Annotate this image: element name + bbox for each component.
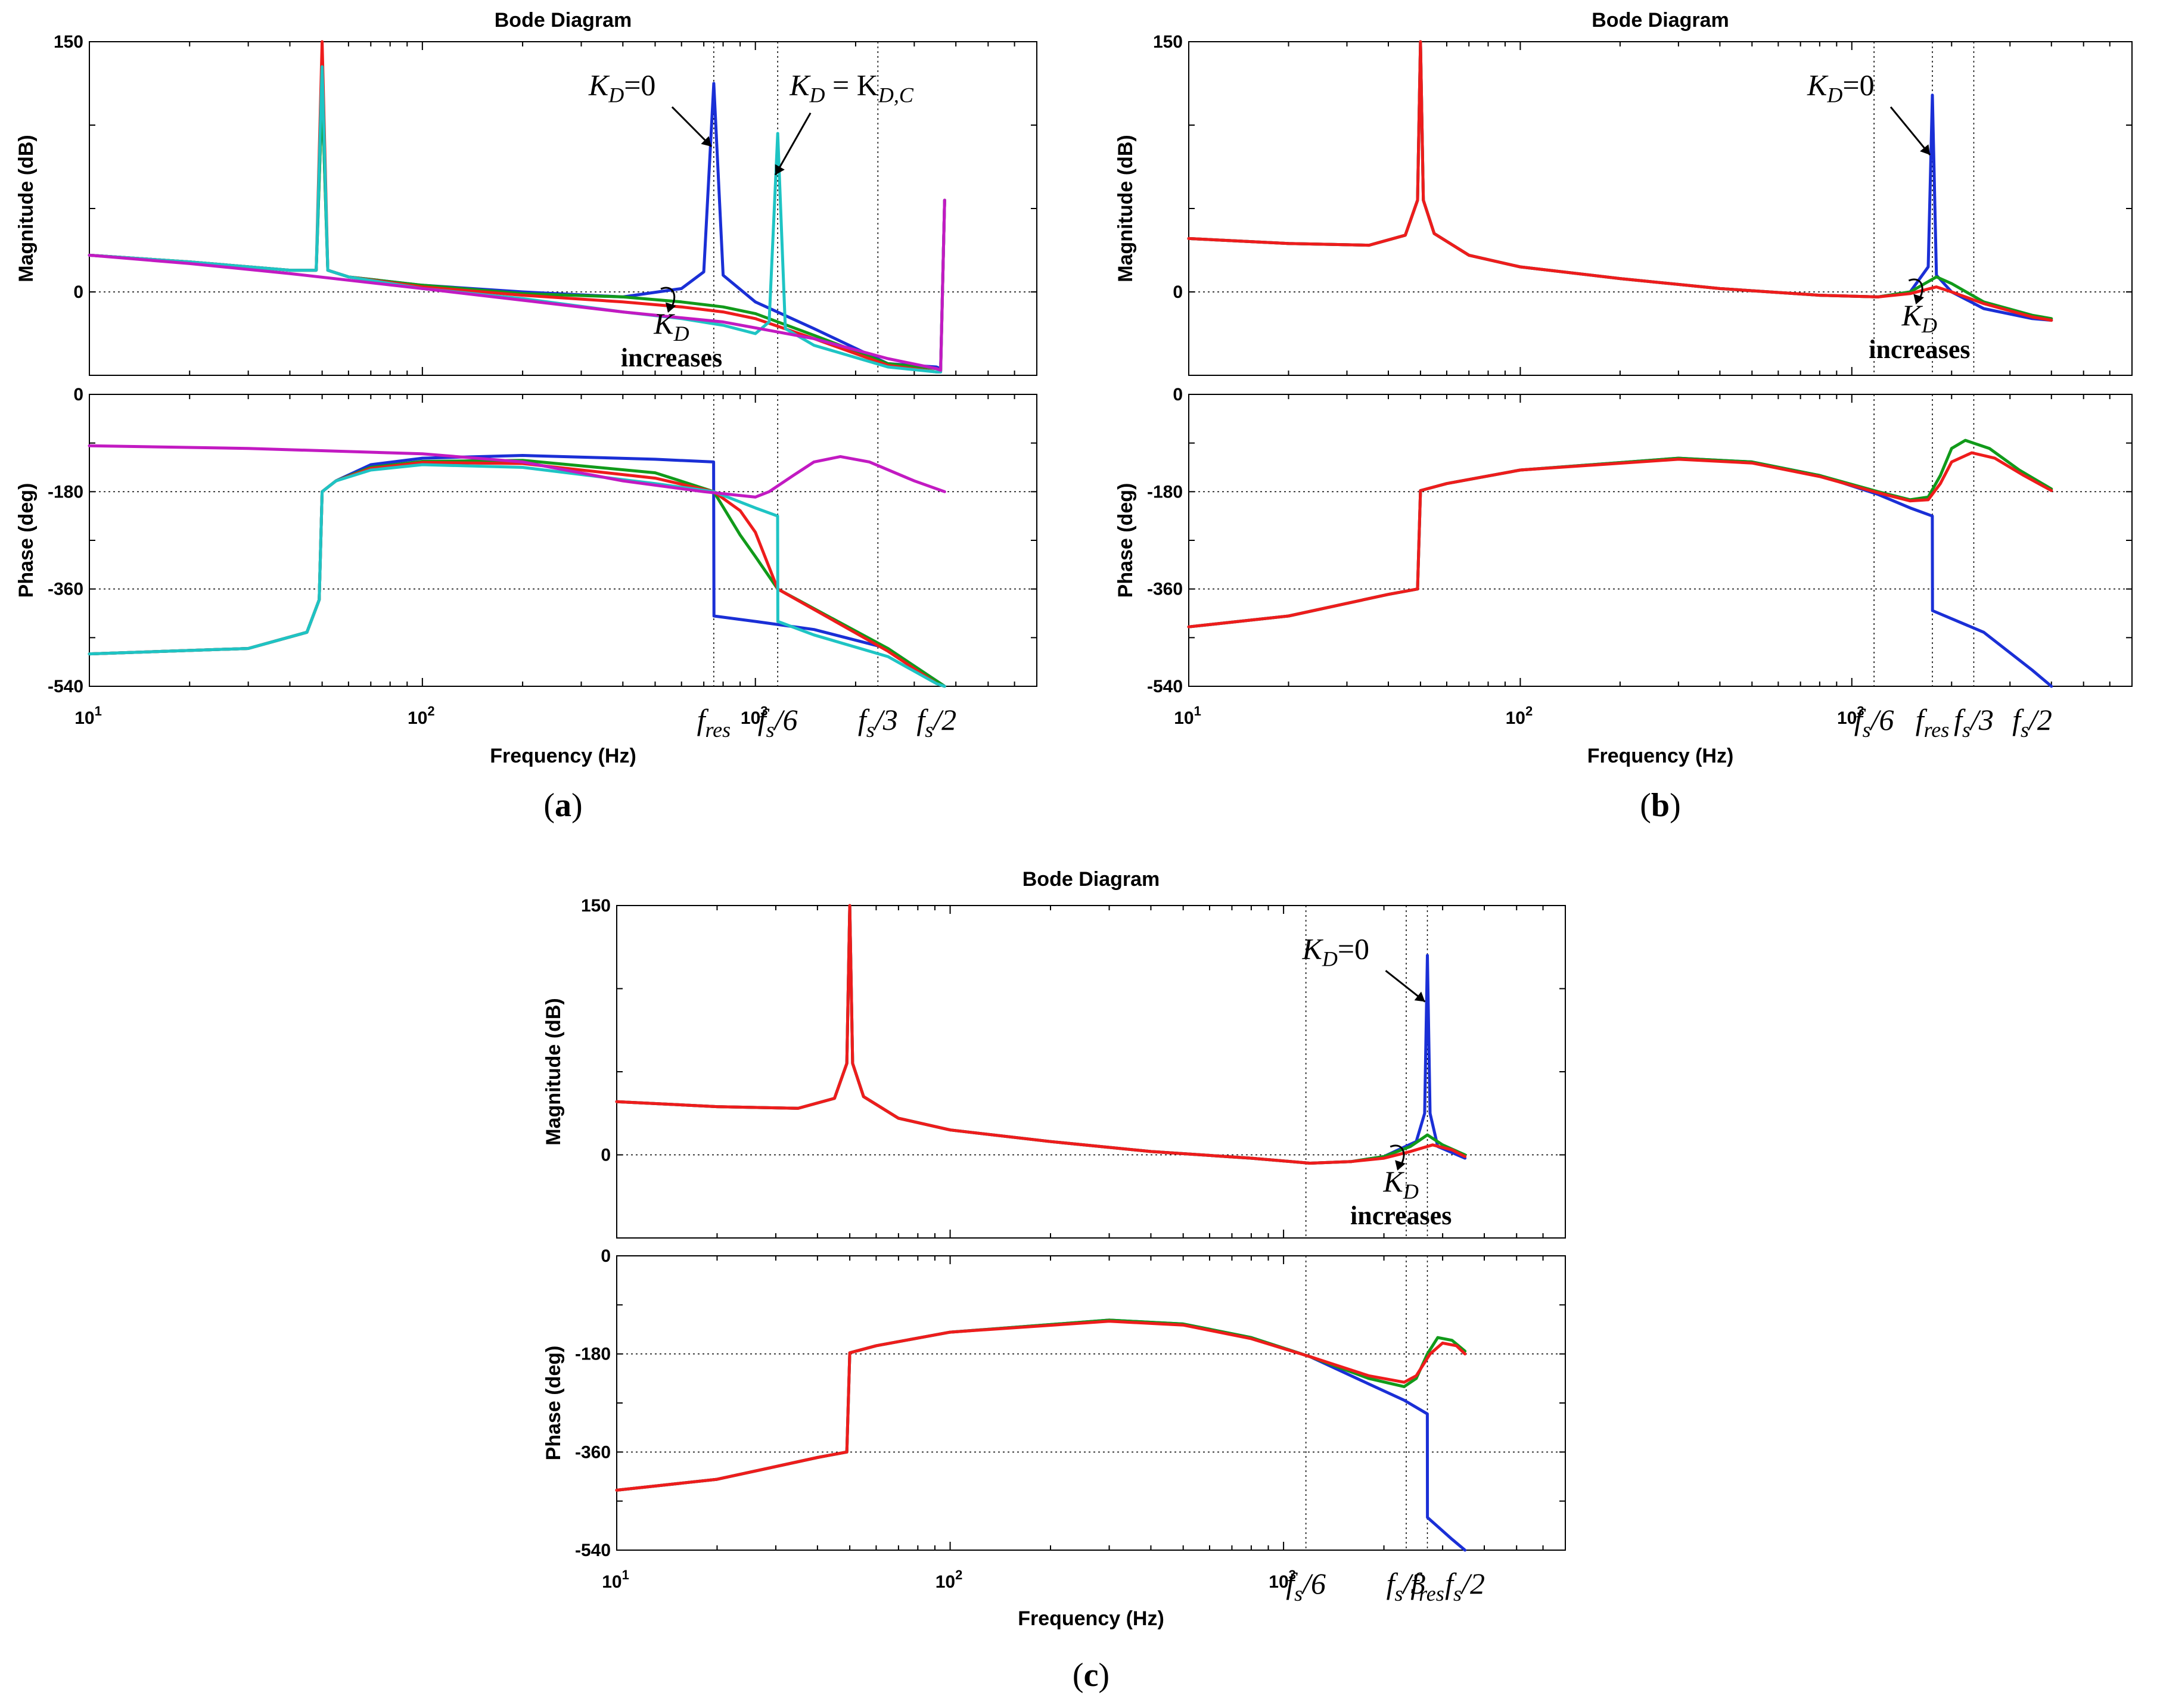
frequency-marker-label: fs/2 — [1445, 1567, 1485, 1606]
kd-increases-label: increases — [1869, 335, 1970, 364]
phase-y-tick-label: 0 — [601, 1246, 611, 1266]
annotation-arrowhead — [701, 136, 711, 147]
phase-y-tick-label: -180 — [48, 482, 83, 502]
frequency-marker-label: fs/6 — [1854, 703, 1894, 742]
phase-y-tick-label: -540 — [575, 1541, 611, 1560]
magnitude-series-red — [1187, 40, 2053, 322]
mag-y-tick-label: 150 — [581, 896, 611, 916]
chart-title: Bode Diagram — [1022, 868, 1160, 891]
phase-axis-label: Phase (deg) — [1114, 483, 1137, 598]
annotation-arrow — [671, 106, 712, 148]
x-tick-label: 101 — [602, 1567, 629, 1592]
x-tick-label: 103 — [1269, 1567, 1296, 1592]
phase-axis-label: Phase (deg) — [15, 483, 38, 598]
mag-y-tick-label: 0 — [1173, 282, 1183, 302]
frequency-marker-label: fs/3 — [1387, 1567, 1426, 1606]
phase-series-red — [1187, 451, 2053, 629]
magnitude-series-red — [615, 904, 1467, 1165]
phase-axis-label: Phase (deg) — [542, 1346, 565, 1461]
kd-annotation: KD=0 — [588, 69, 656, 107]
mag-y-tick-label: 0 — [601, 1146, 611, 1165]
annotation-arrowhead — [1920, 144, 1931, 155]
mag-y-tick-label: 150 — [1153, 32, 1183, 52]
frequency-marker-label: fs/2 — [916, 703, 956, 742]
phase-series-magenta — [88, 444, 946, 499]
phase-y-tick-label: 0 — [1173, 385, 1183, 405]
phase-y-tick-label: -360 — [575, 1442, 611, 1462]
x-tick-label: 102 — [1506, 704, 1533, 728]
x-tick-label: 103 — [1837, 704, 1864, 728]
magnitude-axis-label: Magnitude (dB) — [542, 998, 565, 1145]
bode-panel-c: Bode Diagram 150 0 0 -180 -360 -540 Magnitude (… — [542, 868, 1566, 1694]
phase-y-tick-label: -360 — [48, 580, 83, 599]
frequency-marker-label: fs/3 — [858, 703, 898, 742]
bode-panel-b: Bode Diagram 150 0 0 -180 -360 -540 Magnitude (… — [1114, 9, 2133, 824]
phase-y-tick-label: 0 — [73, 385, 83, 405]
kd-increases-arrowhead — [1395, 1160, 1406, 1171]
frequency-marker-label: fs/6 — [758, 703, 798, 742]
annotation-arrowhead — [775, 164, 785, 175]
x-tick-label: 102 — [408, 704, 435, 728]
kd-increases-arrowhead — [1913, 294, 1924, 304]
x-tick-label: 101 — [74, 704, 102, 728]
panel-caption: (b) — [1640, 787, 1680, 824]
kd-annotation: KD = KD,C — [789, 69, 914, 107]
kd-increases-symbol: KD — [1901, 298, 1937, 337]
kd-annotation: KD=0 — [1301, 932, 1369, 970]
chart-title: Bode Diagram — [495, 9, 632, 32]
x-tick-label: 103 — [741, 704, 768, 728]
frequency-axis-label: Frequency (Hz) — [1587, 745, 1734, 767]
kd-increases-label: increases — [1350, 1201, 1452, 1230]
panel-caption: (a) — [543, 787, 582, 824]
frequency-marker-label: fs/2 — [2012, 703, 2052, 742]
annotation-arrow — [774, 112, 812, 176]
annotation-arrowhead — [1414, 991, 1425, 1002]
frequency-axis-label: Frequency (Hz) — [490, 745, 636, 767]
phase-y-tick-label: -360 — [1147, 580, 1183, 599]
magnitude-axis-label: Magnitude (dB) — [15, 135, 38, 282]
magnitude-series-magenta — [88, 198, 946, 372]
annotation-arrow — [1889, 106, 1931, 155]
frequency-marker-label: fs/3 — [1954, 703, 1994, 742]
magnitude-axis-label: Magnitude (dB) — [1114, 135, 1137, 282]
kd-increases-symbol: KD — [653, 307, 689, 346]
phase-y-tick-label: -180 — [575, 1345, 611, 1364]
chart-title: Bode Diagram — [1592, 9, 1729, 32]
frequency-marker-label: fs/6 — [1286, 1567, 1326, 1606]
kd-increases-arrowhead — [665, 302, 676, 313]
phase-y-tick-label: -180 — [1147, 482, 1183, 502]
phase-y-tick-label: -540 — [48, 677, 83, 696]
kd-annotation: KD=0 — [1807, 69, 1875, 107]
mag-y-tick-label: 150 — [54, 32, 83, 52]
kd-increases-label: increases — [621, 343, 722, 372]
kd-increases-symbol: KD — [1383, 1165, 1419, 1203]
mag-y-tick-label: 0 — [73, 282, 83, 302]
panel-caption: (c) — [1073, 1657, 1109, 1694]
phase-y-tick-label: -540 — [1147, 677, 1183, 696]
x-tick-label: 101 — [1174, 704, 1201, 728]
x-tick-label: 102 — [936, 1567, 963, 1592]
phase-series-red — [615, 1320, 1467, 1492]
frequency-axis-label: Frequency (Hz) — [1018, 1607, 1164, 1630]
